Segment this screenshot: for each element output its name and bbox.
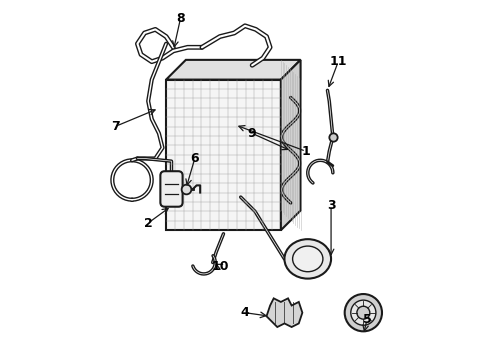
Text: 3: 3	[327, 199, 335, 212]
Text: 1: 1	[301, 145, 310, 158]
Text: 8: 8	[176, 12, 185, 25]
Circle shape	[344, 294, 382, 331]
Circle shape	[357, 306, 370, 319]
Polygon shape	[267, 298, 302, 327]
Text: 2: 2	[144, 216, 152, 230]
Text: 10: 10	[211, 260, 229, 273]
Text: 11: 11	[329, 55, 347, 68]
Text: 9: 9	[248, 127, 256, 140]
Ellipse shape	[293, 246, 323, 272]
Ellipse shape	[285, 239, 331, 279]
Bar	[166, 80, 281, 230]
Text: 4: 4	[241, 306, 249, 319]
Circle shape	[351, 300, 376, 325]
Polygon shape	[166, 60, 300, 80]
FancyBboxPatch shape	[160, 171, 183, 207]
Text: 6: 6	[191, 152, 199, 165]
Text: 7: 7	[112, 120, 120, 133]
Polygon shape	[281, 60, 300, 230]
Text: 5: 5	[363, 313, 371, 327]
